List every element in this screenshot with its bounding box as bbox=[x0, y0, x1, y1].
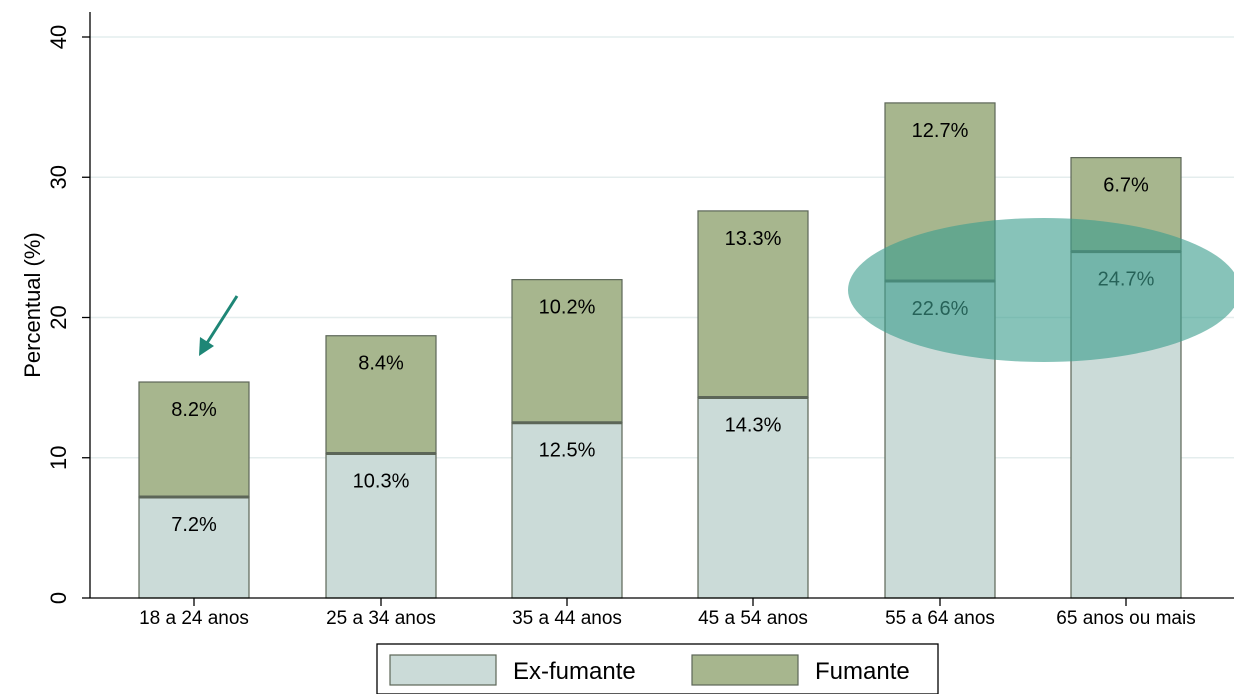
x-tick-labels: 18 a 24 anos 25 a 34 anos 35 a 44 anos 45 a… bbox=[139, 598, 1196, 629]
bar-ex-fumante bbox=[138, 496, 250, 599]
annotations bbox=[199, 218, 1234, 362]
x-tick-label: 35 a 44 anos bbox=[512, 608, 622, 629]
annotation-arrow-shaft bbox=[205, 295, 239, 344]
x-tick-label: 55 a 64 anos bbox=[885, 608, 995, 629]
highlight-ellipse bbox=[848, 218, 1234, 362]
data-label-fumante: 8.2% bbox=[171, 399, 217, 421]
data-label-ex-fumante: 14.3% bbox=[725, 414, 782, 436]
legend-label-fumante: Fumante bbox=[815, 658, 910, 685]
y-tick-label: 40 bbox=[46, 25, 71, 49]
bar-ex-fumante bbox=[511, 422, 623, 599]
y-axis-title: Percentual (%) bbox=[20, 232, 45, 378]
bar-fumante bbox=[325, 335, 437, 455]
legend-swatch-fumante bbox=[691, 654, 799, 686]
x-tick-label: 25 a 34 anos bbox=[326, 608, 436, 629]
y-tick-label: 20 bbox=[46, 305, 71, 329]
y-tick-label: 10 bbox=[46, 446, 71, 470]
legend: Ex-fumante Fumante bbox=[376, 643, 939, 694]
y-tick-label: 0 bbox=[46, 592, 71, 604]
bar-fumante bbox=[511, 279, 623, 424]
bar-ex-fumante bbox=[697, 396, 809, 599]
y-ticks: 0 10 20 30 40 bbox=[46, 25, 90, 604]
data-label-fumante: 13.3% bbox=[725, 228, 782, 250]
x-tick-label: 45 a 54 anos bbox=[698, 608, 808, 629]
data-label-ex-fumante: 10.3% bbox=[353, 471, 410, 493]
data-label-fumante: 10.2% bbox=[539, 297, 596, 319]
y-tick-label: 30 bbox=[46, 165, 71, 189]
annotation-arrow-head bbox=[199, 337, 214, 356]
legend-label-ex-fumante: Ex-fumante bbox=[513, 658, 636, 685]
axes bbox=[89, 12, 1234, 599]
data-label-fumante: 12.7% bbox=[912, 120, 969, 142]
legend-swatch-ex-fumante bbox=[389, 654, 497, 686]
data-label-ex-fumante: 7.2% bbox=[171, 514, 217, 536]
data-label-fumante: 6.7% bbox=[1103, 175, 1149, 197]
bar-fumante bbox=[697, 210, 809, 399]
data-label-fumante: 8.4% bbox=[358, 353, 404, 375]
x-tick-label: 18 a 24 anos bbox=[139, 608, 249, 629]
x-tick-label: 65 anos ou mais bbox=[1056, 608, 1195, 629]
data-label-ex-fumante: 12.5% bbox=[539, 440, 596, 462]
